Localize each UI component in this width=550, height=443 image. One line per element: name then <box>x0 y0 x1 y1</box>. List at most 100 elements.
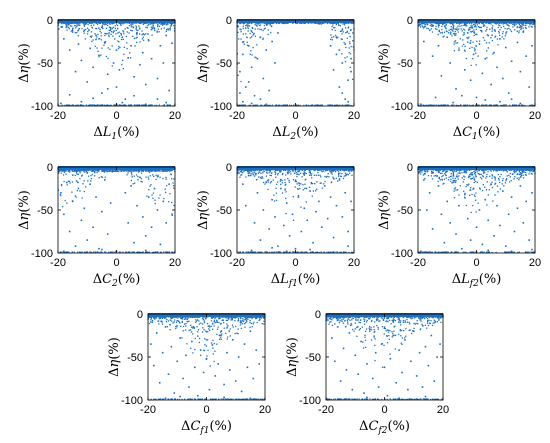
scatter-point <box>521 23 523 26</box>
scatter-point <box>449 22 451 25</box>
scatter-point <box>502 31 504 33</box>
scatter-point <box>110 28 112 30</box>
scatter-point <box>170 24 172 27</box>
scatter-point <box>149 175 151 177</box>
scatter-point <box>473 34 475 37</box>
scatter-point <box>142 39 145 41</box>
scatter-point <box>61 205 64 208</box>
scatter-point <box>243 170 245 172</box>
scatter-point <box>438 24 441 26</box>
scatter-point <box>81 104 83 106</box>
scatter-point <box>114 170 116 172</box>
scatter-point <box>110 104 112 106</box>
scatter-point <box>466 104 469 106</box>
scatter-point <box>89 183 91 185</box>
scatter-point <box>516 104 518 106</box>
scatter-point <box>172 182 174 184</box>
scatter-point <box>138 251 141 253</box>
scatter-point <box>67 180 70 182</box>
scatter-point <box>336 37 338 39</box>
scatter-point <box>333 36 335 38</box>
scatter-point <box>429 22 431 24</box>
scatter-point <box>153 170 155 172</box>
scatter-point <box>454 40 457 42</box>
scatter-point <box>303 171 305 173</box>
y-tick-label: 0 <box>47 15 53 27</box>
scatter-point <box>506 28 508 30</box>
scatter-point <box>307 104 309 106</box>
x-tick-label: 20 <box>169 110 181 122</box>
scatter-point <box>95 251 97 253</box>
scatter-point <box>73 251 75 253</box>
scatter-point <box>331 39 334 41</box>
scatter-point <box>144 235 147 237</box>
scatter-point <box>83 25 86 27</box>
scatter-point <box>345 174 348 176</box>
scatter-point <box>297 195 300 197</box>
scatter-point <box>341 29 344 31</box>
scatter-point <box>116 170 118 172</box>
scatter-point <box>90 36 92 38</box>
scatter-point <box>427 27 430 30</box>
scatter-point <box>253 33 255 35</box>
scatter-point <box>352 32 354 34</box>
scatter-point <box>467 41 469 43</box>
scatter-point <box>74 195 76 197</box>
scatter-point <box>104 176 106 178</box>
scatter-point <box>134 182 136 184</box>
scatter-point <box>126 31 129 33</box>
scatter-point <box>351 22 353 25</box>
scatter-point <box>484 57 487 60</box>
scatter-point <box>147 24 149 27</box>
scatter-point <box>108 104 110 107</box>
scatter-point <box>240 80 242 83</box>
scatter-point <box>314 183 316 185</box>
scatter-point <box>60 194 62 197</box>
scatter-point <box>135 169 137 171</box>
scatter-point <box>86 33 89 35</box>
scatter-point <box>141 251 143 254</box>
scatter-point <box>472 57 474 60</box>
scatter-point <box>473 31 475 34</box>
scatter-point <box>470 31 472 33</box>
scatter-point <box>485 50 488 52</box>
scatter-point <box>499 22 501 25</box>
scatter-point <box>147 39 150 42</box>
scatter-point <box>242 53 244 56</box>
scatter-point <box>124 104 126 107</box>
scatter-point <box>156 77 159 80</box>
scatter-point <box>344 98 347 100</box>
scatter-point <box>141 104 143 106</box>
scatter-point <box>463 33 465 35</box>
scatter-point <box>83 169 85 171</box>
x-tick-label: 20 <box>348 110 360 122</box>
scatter-point <box>519 26 522 28</box>
scatter-point <box>330 22 332 24</box>
scatter-point <box>145 22 147 24</box>
scatter-point <box>344 22 346 24</box>
y-tick-label: -50 <box>216 58 232 70</box>
scatter-point <box>475 33 477 36</box>
scatter-point <box>335 177 337 179</box>
scatter-point <box>159 243 162 246</box>
scatter-point <box>90 31 93 33</box>
scatter-point <box>474 24 476 26</box>
scatter-point <box>259 22 261 24</box>
scatter-point <box>349 53 352 55</box>
scatter-point <box>496 66 498 69</box>
scatter-point <box>344 175 347 177</box>
scatter-point <box>349 22 351 24</box>
scatter-point <box>285 183 287 186</box>
scatter-point <box>284 184 286 186</box>
scatter-point <box>270 31 272 34</box>
scatter-point <box>492 53 494 55</box>
y-tick-label: -100 <box>210 101 232 113</box>
scatter-point <box>126 42 128 44</box>
scatter-point <box>66 25 68 27</box>
scatter-point <box>150 26 153 28</box>
scatter-point <box>431 104 433 107</box>
scatter-point <box>497 30 500 33</box>
scatter-point <box>239 176 241 178</box>
scatter-point <box>77 187 80 190</box>
